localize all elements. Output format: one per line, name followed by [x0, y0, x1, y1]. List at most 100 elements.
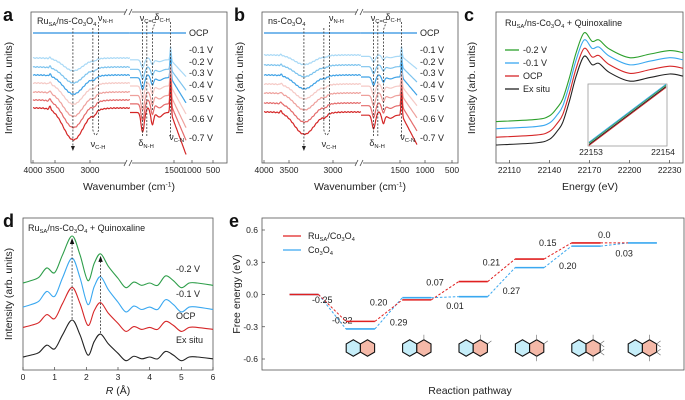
inset-series-line: [588, 86, 667, 145]
pyrazine-ring: [529, 339, 545, 357]
series-line-low: [361, 54, 418, 83]
x-tick-label: 3500: [46, 165, 65, 175]
series-line-low: [361, 70, 418, 107]
legend-label: Ex situ: [523, 84, 550, 94]
legend-label: -0.1 V: [523, 58, 547, 68]
x-tick-label: 1500: [165, 165, 184, 175]
series-label: -0.1 V: [189, 45, 213, 55]
legend-label: Co3​O4​: [308, 245, 334, 257]
series-line-high: [32, 90, 131, 118]
axis-break-gap: [357, 160, 363, 166]
annotation-nu-ch: νC-H​: [322, 139, 337, 151]
series-label: -0.7 V: [189, 133, 213, 143]
chart-c-xanes: 22110 22140 22170 22200 22230 Energy (eV) Inte…: [466, 11, 684, 193]
y-tick-label: 0.3: [246, 257, 258, 267]
series-line-high: [263, 53, 362, 66]
series-line: [22, 257, 214, 313]
legend-label: RuSA​/Co3​O4​: [308, 231, 356, 243]
series-line-low: [130, 52, 187, 91]
series-label: -0.3 V: [189, 68, 213, 78]
pyrazine-ring: [641, 339, 658, 357]
h-bond: [600, 351, 605, 356]
y-tick-label: -0.3: [243, 322, 258, 332]
series-label: -0.4 V: [189, 80, 213, 90]
benzene-ring: [571, 339, 587, 357]
x-axis-label: R (Å): [106, 384, 131, 397]
pyrazine-ring: [472, 339, 488, 357]
inset-series-line: [588, 83, 667, 143]
chart-title: RuSA​/ns-Co3​O4​ + Quinoxaline: [28, 223, 145, 235]
series-line-low: [361, 62, 418, 96]
x-tick-label: 1000: [183, 165, 202, 175]
step-energy-label: 0.0: [598, 230, 611, 240]
benzene-ring: [345, 339, 361, 357]
energy-transition: [374, 299, 403, 322]
step-energy-label: -0.32: [332, 316, 353, 326]
series-line-high: [32, 98, 130, 129]
series-line-low: [361, 46, 418, 70]
x-axis-label: Wavenumber (cm-1​): [314, 181, 406, 193]
x-tick-label: 6: [211, 372, 216, 382]
series-label: OCP: [189, 28, 209, 38]
benzene-ring: [514, 339, 531, 357]
band-guide-nh-ch: [323, 22, 330, 136]
band-guide-dch: [383, 21, 387, 110]
series-line: [495, 39, 684, 130]
series-label: -0.3 V: [420, 68, 444, 78]
x-tick-label: 3000: [324, 165, 343, 175]
energy-transition: [318, 294, 347, 330]
series-label: -0.2 V: [420, 57, 444, 67]
series-line-high: [32, 65, 131, 84]
x-axis-label: Reaction pathway: [428, 385, 512, 397]
chart-b-ftir: 4000 3500 3000 1500 1000 500 Wavenumber (cm-1​…: [234, 8, 459, 193]
h-bond: [600, 348, 605, 353]
series-line-high: [263, 91, 362, 111]
x-tick-label: 22230: [658, 165, 682, 175]
chart-d-exafs: 0 1 2 3 4 5 6 R (Å) Intensity (arb. units) RuSA​/…: [3, 217, 216, 397]
series-line-low: [361, 77, 418, 119]
series-line: [495, 32, 684, 123]
series-line-low: [130, 70, 187, 128]
series-line-low: [130, 46, 187, 77]
x-tick-label: 1000: [416, 165, 435, 175]
arrow-down-icon: [70, 146, 75, 151]
x-tick-label: 1: [52, 372, 57, 382]
chart-title: RuSA​/ns-Co3​O4​: [37, 16, 97, 28]
panel-letter-d: d: [3, 211, 14, 231]
annotation-nu-cn: νC-N​: [400, 132, 415, 144]
benzene-ring: [627, 339, 643, 357]
y-tick-label: 0.6: [246, 225, 258, 235]
series-line: [495, 55, 684, 146]
molecule-6: [627, 334, 661, 362]
y-axis-label: Intensity (arb. units): [234, 42, 246, 134]
x-tick-label: 5: [179, 372, 184, 382]
h-bond: [656, 351, 661, 356]
x-tick-label: 4000: [24, 165, 43, 175]
series-line-high: [32, 81, 131, 106]
x-tick-label: 22200: [618, 165, 642, 175]
step-energy-label: 0.29: [390, 317, 408, 327]
chart-e-free-energy: 0.6 0.3 0.0 -0.3 -0.6 Free energy (eV) Reactio…: [231, 217, 685, 397]
legend-label: OCP: [523, 71, 543, 81]
series-label: -0.5 V: [420, 94, 444, 104]
series-line-high: [263, 63, 362, 78]
step-energy-label: 0.20: [370, 298, 388, 308]
y-axis-label: Intensity (arb. units): [3, 248, 15, 340]
axis-break-gap: [126, 9, 132, 15]
chart-title: RuSA​/ns-Co3​O4​ + Quinoxaline: [505, 18, 622, 30]
x-tick-label: 1500: [391, 165, 410, 175]
series-label: -0.6 V: [420, 114, 444, 124]
benzene-ring: [402, 339, 418, 357]
inset-series-line: [588, 87, 667, 146]
inset-tick-label: 22153: [579, 147, 603, 157]
h-bond: [600, 343, 605, 348]
x-tick-label: 3500: [280, 165, 299, 175]
energy-transition: [487, 267, 516, 297]
axis-break-gap: [357, 9, 363, 15]
energy-transition: [318, 294, 347, 322]
axis-break-mark: [123, 159, 133, 167]
annotation-delta-nh: δN-H​: [138, 138, 153, 150]
series-line-high: [264, 110, 362, 136]
